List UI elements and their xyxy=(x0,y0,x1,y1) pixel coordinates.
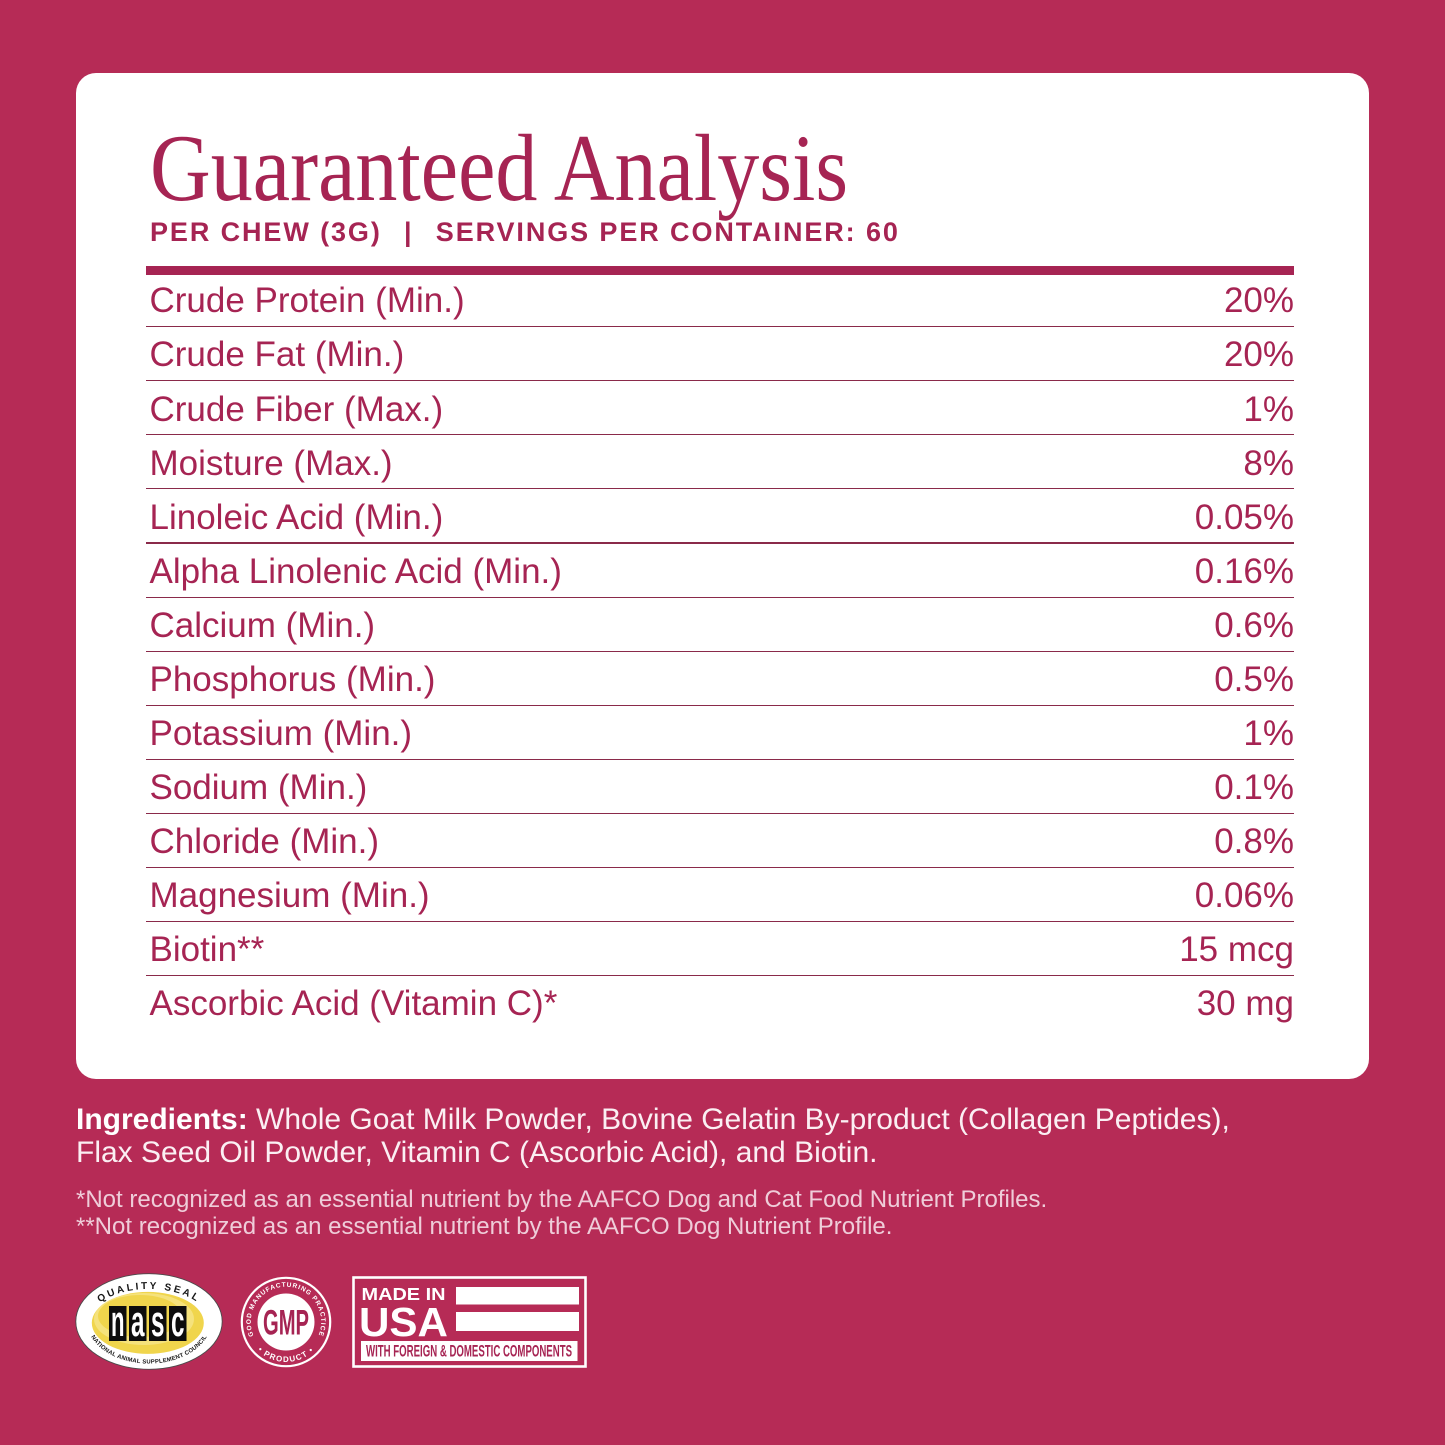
svg-text:c: c xyxy=(171,1297,185,1346)
svg-text:USA: USA xyxy=(359,1299,448,1345)
svg-text:s: s xyxy=(151,1297,165,1346)
svg-text:MADE IN: MADE IN xyxy=(362,1284,446,1304)
svg-text:WITH FOREIGN & DOMESTIC COMPON: WITH FOREIGN & DOMESTIC COMPONENTS xyxy=(366,1343,572,1361)
svg-text:a: a xyxy=(131,1297,145,1346)
svg-text:GMP: GMP xyxy=(263,1304,309,1343)
svg-text:n: n xyxy=(111,1297,125,1346)
